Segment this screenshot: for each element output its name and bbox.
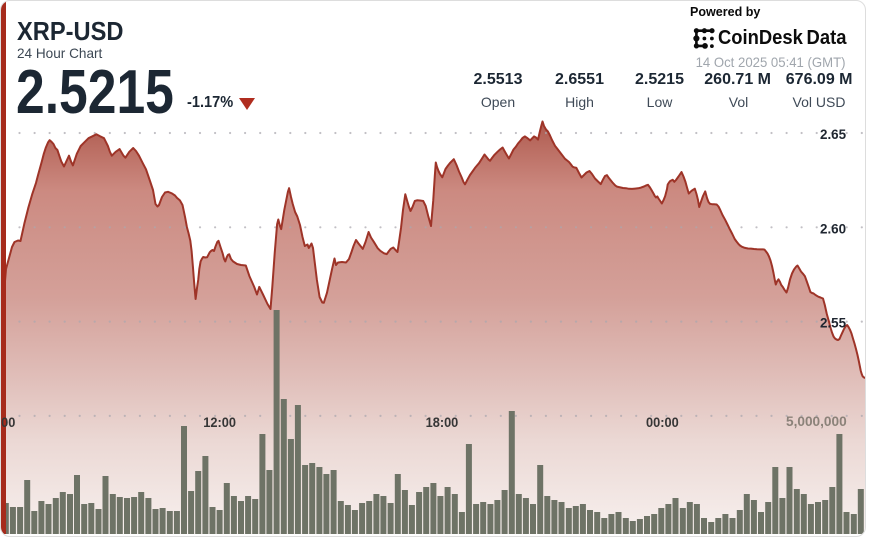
svg-text:06:00: 06:00 (1, 414, 15, 430)
svg-text:12:00: 12:00 (203, 414, 236, 430)
svg-text:2.55: 2.55 (820, 315, 846, 331)
svg-text:2.65: 2.65 (820, 126, 846, 142)
svg-text:2.60: 2.60 (820, 220, 846, 236)
svg-text:00:00: 00:00 (646, 414, 679, 430)
svg-text:5,000,000: 5,000,000 (786, 414, 847, 429)
svg-text:18:00: 18:00 (426, 414, 459, 430)
